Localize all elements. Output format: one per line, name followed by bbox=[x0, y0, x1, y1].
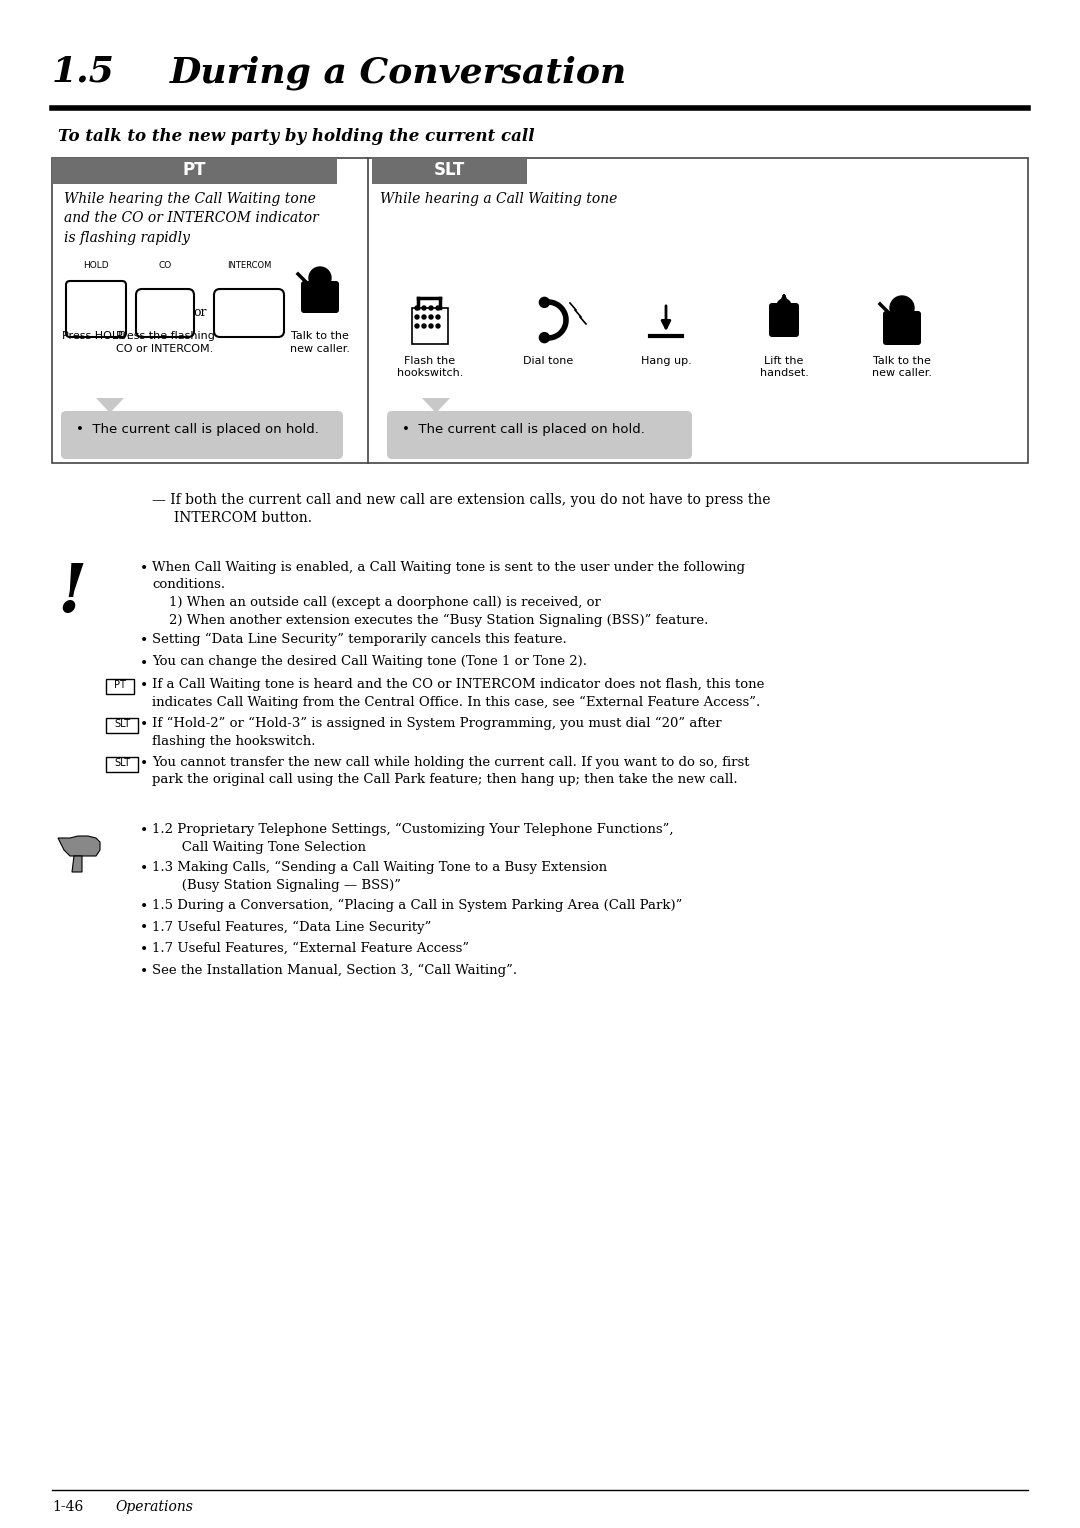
Circle shape bbox=[309, 267, 330, 289]
Circle shape bbox=[415, 315, 419, 319]
Circle shape bbox=[422, 315, 426, 319]
Text: While hearing the Call Waiting tone
and the CO or INTERCOM indicator
is flashing: While hearing the Call Waiting tone and … bbox=[64, 193, 319, 244]
Text: 1.7 Useful Features, “External Feature Access”: 1.7 Useful Features, “External Feature A… bbox=[152, 941, 469, 955]
Text: 1-46: 1-46 bbox=[52, 1500, 83, 1514]
Polygon shape bbox=[72, 856, 82, 872]
Text: •: • bbox=[140, 656, 148, 669]
FancyBboxPatch shape bbox=[769, 303, 799, 338]
Circle shape bbox=[429, 315, 433, 319]
Text: •: • bbox=[140, 860, 148, 876]
Text: You can change the desired Call Waiting tone (Tone 1 or Tone 2).: You can change the desired Call Waiting … bbox=[152, 656, 588, 669]
Circle shape bbox=[415, 324, 419, 329]
Text: CO: CO bbox=[159, 261, 172, 270]
Text: •: • bbox=[140, 633, 148, 646]
Circle shape bbox=[890, 296, 914, 319]
Text: •: • bbox=[140, 941, 148, 957]
Text: Talk to the
new caller.: Talk to the new caller. bbox=[872, 356, 932, 379]
Text: See the Installation Manual, Section 3, “Call Waiting”.: See the Installation Manual, Section 3, … bbox=[152, 964, 517, 976]
Text: While hearing a Call Waiting tone: While hearing a Call Waiting tone bbox=[380, 193, 618, 206]
Text: 1.2 Proprietary Telephone Settings, “Customizing Your Telephone Functions”,
    : 1.2 Proprietary Telephone Settings, “Cus… bbox=[152, 824, 674, 854]
Text: Lift the
handset.: Lift the handset. bbox=[759, 356, 809, 379]
Text: !: ! bbox=[58, 561, 87, 626]
Text: •: • bbox=[140, 717, 148, 730]
Text: 1.5: 1.5 bbox=[52, 55, 114, 89]
Polygon shape bbox=[58, 836, 100, 856]
Text: •: • bbox=[140, 920, 148, 935]
Text: PT: PT bbox=[183, 160, 206, 179]
Text: •: • bbox=[140, 756, 148, 770]
Text: •: • bbox=[140, 964, 148, 978]
Text: 1.7 Useful Features, “Data Line Security”: 1.7 Useful Features, “Data Line Security… bbox=[152, 920, 431, 934]
FancyBboxPatch shape bbox=[301, 281, 339, 313]
Text: To talk to the new party by holding the current call: To talk to the new party by holding the … bbox=[58, 128, 535, 145]
Text: SLT: SLT bbox=[113, 758, 130, 769]
Circle shape bbox=[415, 306, 419, 310]
Circle shape bbox=[436, 306, 440, 310]
Bar bbox=[372, 157, 527, 183]
Text: Dial tone: Dial tone bbox=[523, 356, 573, 367]
Circle shape bbox=[436, 315, 440, 319]
Text: 1.5 During a Conversation, “Placing a Call in System Parking Area (Call Park)”: 1.5 During a Conversation, “Placing a Ca… bbox=[152, 898, 683, 912]
FancyBboxPatch shape bbox=[66, 281, 126, 338]
Text: INTERCOM: INTERCOM bbox=[227, 261, 271, 270]
Text: •  The current call is placed on hold.: • The current call is placed on hold. bbox=[402, 423, 645, 435]
Text: Press HOLD.: Press HOLD. bbox=[62, 332, 130, 341]
Bar bbox=[106, 756, 138, 772]
Text: Press the flashing
CO or INTERCOM.: Press the flashing CO or INTERCOM. bbox=[116, 332, 215, 354]
Bar bbox=[106, 678, 134, 694]
FancyBboxPatch shape bbox=[883, 312, 921, 345]
Polygon shape bbox=[422, 397, 450, 413]
Text: Flash the
hookswitch.: Flash the hookswitch. bbox=[396, 356, 463, 379]
Text: Setting “Data Line Security” temporarily cancels this feature.: Setting “Data Line Security” temporarily… bbox=[152, 633, 567, 646]
Circle shape bbox=[429, 306, 433, 310]
Bar bbox=[411, 309, 448, 344]
Circle shape bbox=[539, 298, 550, 307]
Circle shape bbox=[436, 324, 440, 329]
Circle shape bbox=[777, 299, 791, 313]
Text: •: • bbox=[140, 898, 148, 914]
Text: If “Hold-2” or “Hold-3” is assigned in System Programming, you must dial “20” af: If “Hold-2” or “Hold-3” is assigned in S… bbox=[152, 717, 721, 747]
Text: •  The current call is placed on hold.: • The current call is placed on hold. bbox=[76, 423, 319, 435]
Circle shape bbox=[539, 333, 550, 342]
Polygon shape bbox=[96, 397, 124, 413]
Text: SLT: SLT bbox=[434, 160, 465, 179]
Text: HOLD: HOLD bbox=[83, 261, 109, 270]
Text: or: or bbox=[193, 307, 206, 319]
Text: If a Call Waiting tone is heard and the CO or INTERCOM indicator does not flash,: If a Call Waiting tone is heard and the … bbox=[152, 678, 765, 709]
Text: Operations: Operations bbox=[114, 1500, 193, 1514]
Text: Hang up.: Hang up. bbox=[640, 356, 691, 367]
Text: PT: PT bbox=[114, 680, 126, 691]
Text: INTERCOM button.: INTERCOM button. bbox=[152, 510, 312, 526]
FancyBboxPatch shape bbox=[136, 289, 194, 338]
Text: •: • bbox=[140, 824, 148, 837]
Bar bbox=[52, 157, 337, 183]
Bar bbox=[106, 718, 138, 733]
Text: •: • bbox=[140, 678, 148, 692]
Circle shape bbox=[422, 306, 426, 310]
Text: You cannot transfer the new call while holding the current call. If you want to : You cannot transfer the new call while h… bbox=[152, 756, 750, 787]
FancyBboxPatch shape bbox=[60, 411, 343, 458]
Circle shape bbox=[422, 324, 426, 329]
Text: — If both the current call and new call are extension calls, you do not have to : — If both the current call and new call … bbox=[152, 494, 770, 507]
Text: Talk to the
new caller.: Talk to the new caller. bbox=[291, 332, 350, 354]
Text: When Call Waiting is enabled, a Call Waiting tone is sent to the user under the : When Call Waiting is enabled, a Call Wai… bbox=[152, 561, 745, 626]
Text: SLT: SLT bbox=[113, 720, 130, 729]
FancyBboxPatch shape bbox=[387, 411, 692, 458]
Text: During a Conversation: During a Conversation bbox=[170, 55, 627, 90]
FancyBboxPatch shape bbox=[214, 289, 284, 338]
Circle shape bbox=[429, 324, 433, 329]
Text: 1.3 Making Calls, “Sending a Call Waiting Tone to a Busy Extension
       (Busy : 1.3 Making Calls, “Sending a Call Waitin… bbox=[152, 860, 607, 892]
Bar bbox=[52, 157, 1028, 463]
Text: •: • bbox=[140, 561, 148, 575]
